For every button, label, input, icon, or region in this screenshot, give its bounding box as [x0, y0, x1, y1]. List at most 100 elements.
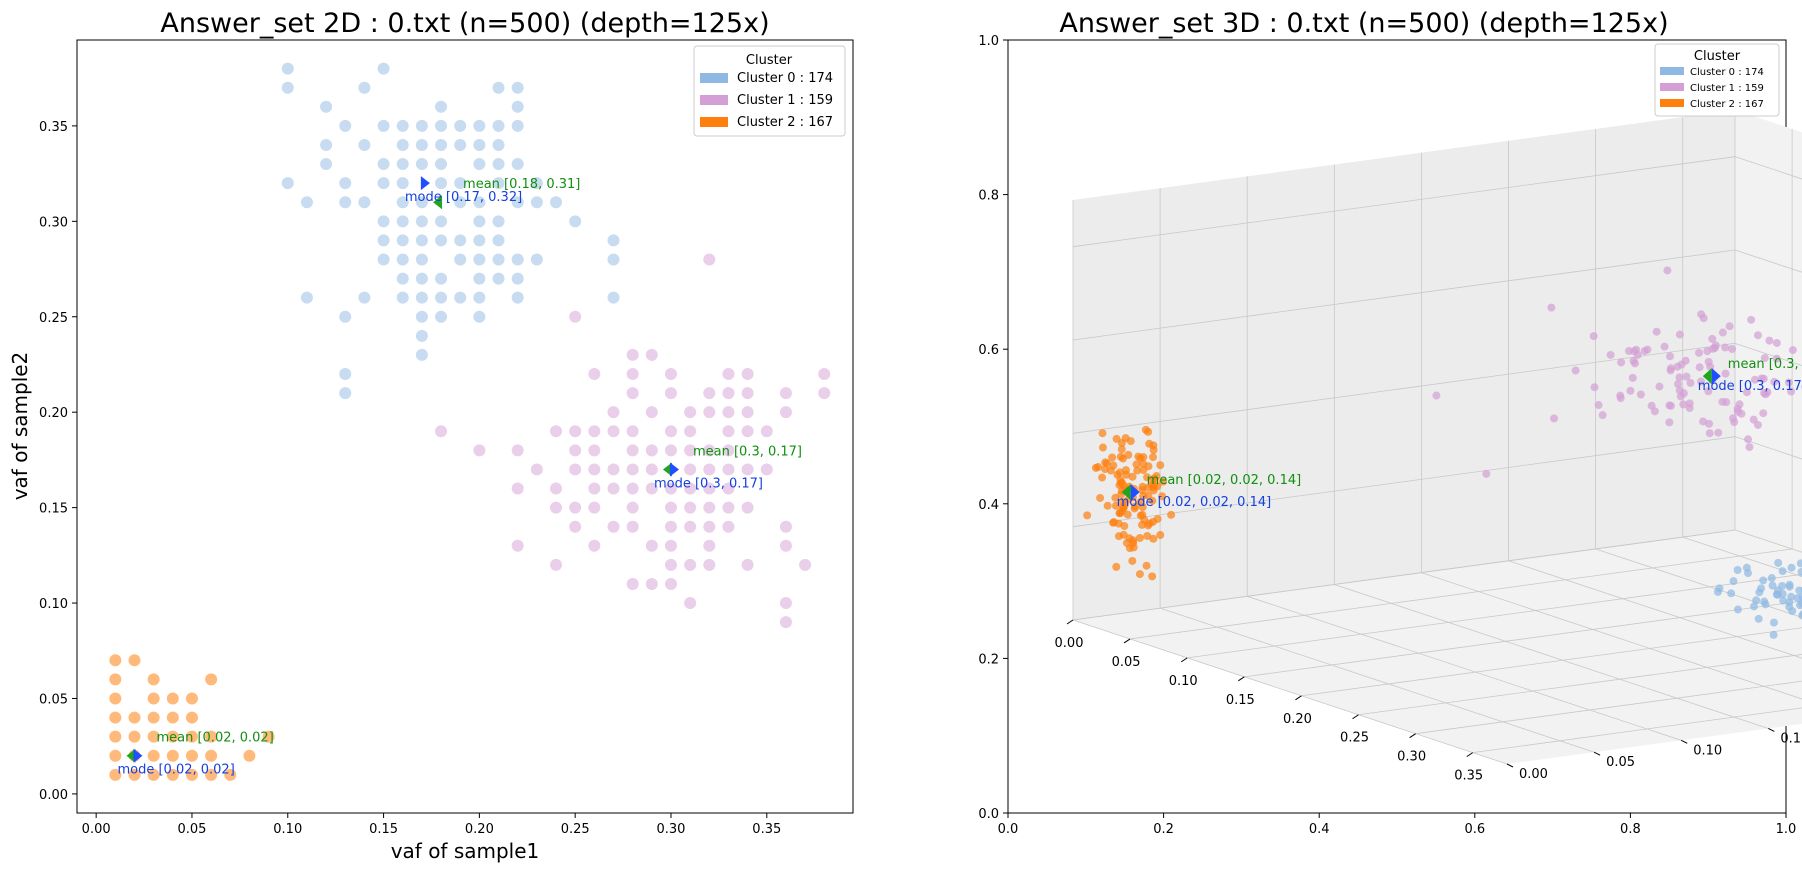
data-point-3d — [1757, 584, 1766, 593]
data-point — [377, 119, 390, 132]
data-point — [147, 730, 160, 743]
grid-line — [1072, 249, 1736, 341]
data-point — [415, 158, 428, 171]
data-point-3d — [1769, 618, 1778, 627]
data-point — [703, 387, 716, 400]
data-point — [607, 425, 620, 438]
data-point — [645, 539, 658, 552]
data-point — [377, 253, 390, 266]
data-point-3d — [1753, 420, 1762, 429]
data-point — [741, 463, 754, 476]
data-point-3d — [1759, 409, 1768, 418]
data-point — [435, 138, 448, 151]
data-point-3d — [1156, 461, 1165, 470]
grid-line — [1421, 572, 1802, 700]
data-point-3d — [1728, 345, 1737, 354]
data-point — [473, 138, 486, 151]
data-point — [569, 310, 582, 323]
points-3d — [1083, 266, 1802, 639]
x-tick-mark-3d — [1066, 619, 1074, 625]
data-point — [339, 387, 352, 400]
data-point-3d — [1113, 470, 1122, 479]
data-point — [147, 692, 160, 705]
data-point-3d — [1119, 530, 1128, 539]
data-point-3d — [1660, 342, 1669, 351]
data-point-3d — [1778, 567, 1787, 576]
data-point — [473, 291, 486, 304]
x-tick-label: 0.25 — [561, 822, 590, 837]
data-point-3d — [1772, 338, 1781, 347]
data-point — [185, 711, 198, 724]
grid-line — [1334, 584, 1769, 729]
data-point-3d — [1721, 343, 1730, 352]
x-tick-label-3d: 0.35 — [1454, 769, 1483, 784]
data-point — [588, 463, 601, 476]
grid-line — [1472, 707, 1802, 754]
grid-line — [1595, 548, 1802, 618]
data-point — [166, 768, 179, 781]
data-point — [147, 711, 160, 724]
data-point-3d — [1713, 587, 1722, 596]
data-point-3d — [1138, 502, 1147, 511]
y-tick-label-3d: 0.10 — [1693, 743, 1722, 758]
data-point-3d — [1143, 531, 1152, 540]
data-point-3d — [1129, 536, 1138, 545]
data-point — [664, 482, 677, 495]
data-point — [550, 482, 563, 495]
mode-label: mode [0.3, 0.17] — [654, 476, 763, 491]
data-point — [473, 234, 486, 247]
data-point — [396, 234, 409, 247]
data-point — [492, 119, 505, 132]
x-tick-mark-3d — [1466, 752, 1474, 758]
data-point — [205, 768, 218, 781]
data-point-3d — [1143, 473, 1152, 482]
data-point — [454, 138, 467, 151]
data-point-3d — [1135, 570, 1144, 579]
data-point — [664, 444, 677, 457]
data-point — [626, 444, 639, 457]
data-point-3d — [1718, 397, 1727, 406]
data-point-3d — [1703, 347, 1712, 356]
data-point-3d — [1132, 460, 1141, 469]
data-point — [645, 482, 658, 495]
data-point-3d — [1652, 327, 1661, 336]
x-tick-label-3d: 0.25 — [1340, 731, 1369, 746]
mean-marker-3d — [1702, 368, 1712, 385]
frame-y-tick-label: 0.6 — [978, 343, 999, 358]
data-point — [492, 138, 505, 151]
data-point-3d — [1714, 428, 1723, 437]
data-point — [454, 291, 467, 304]
data-point — [435, 272, 448, 285]
data-point-3d — [1102, 459, 1111, 468]
frame-ticks-3d: 0.0 0.2 0.4 0.6 0.8 1.0 0.0 0.2 0.4 0.6 0.8 1.0 — [978, 34, 1796, 837]
left-pane — [1073, 110, 1735, 620]
data-point — [626, 368, 639, 381]
data-point — [799, 558, 812, 571]
data-point-3d — [1745, 443, 1754, 452]
data-point — [454, 234, 467, 247]
data-point — [779, 520, 792, 533]
x-tick-label: 0.35 — [752, 822, 781, 837]
data-point — [664, 558, 677, 571]
x-tick-label-3d: 0.05 — [1112, 655, 1141, 670]
data-point — [377, 234, 390, 247]
data-point-3d — [1148, 496, 1157, 505]
data-point — [511, 196, 524, 209]
data-point — [473, 253, 486, 266]
data-point-3d — [1167, 510, 1176, 519]
x-tick-label-3d: 0.00 — [1055, 636, 1084, 651]
frame-x-tick-label: 0.4 — [1309, 822, 1330, 837]
data-point — [645, 406, 658, 419]
data-point — [492, 234, 505, 247]
data-point — [109, 749, 122, 762]
data-point — [339, 368, 352, 381]
data-point — [415, 253, 428, 266]
data-point — [588, 368, 601, 381]
data-point — [492, 158, 505, 171]
data-point — [664, 539, 677, 552]
data-point-3d — [1769, 630, 1778, 639]
data-point — [741, 425, 754, 438]
data-point-3d — [1742, 563, 1751, 572]
data-point — [415, 138, 428, 151]
x-tick-label: 0.15 — [369, 822, 398, 837]
